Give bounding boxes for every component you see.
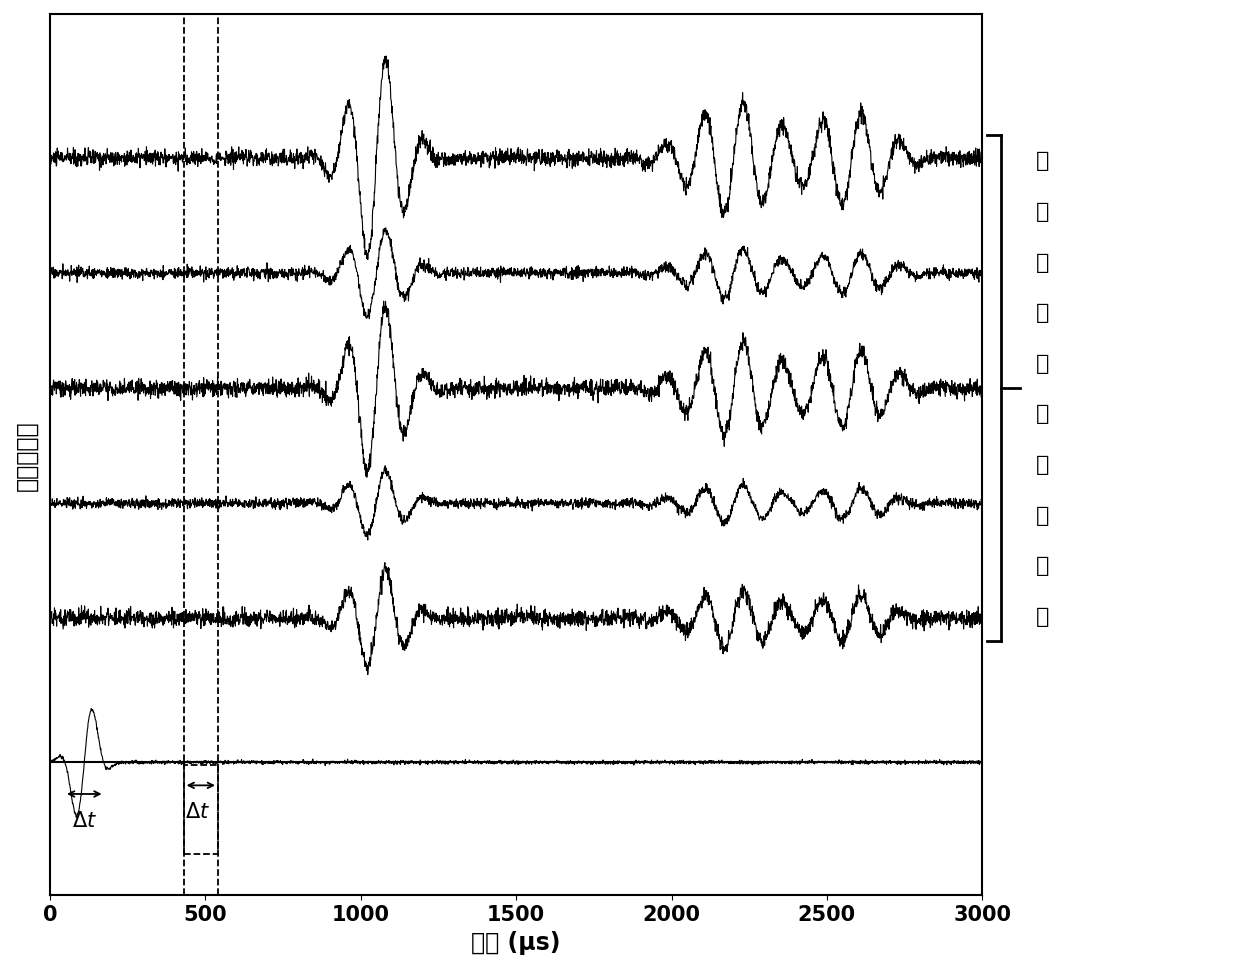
Text: 的: 的 <box>1037 505 1049 525</box>
Text: 收: 收 <box>1037 404 1049 424</box>
Text: 到: 到 <box>1037 454 1049 475</box>
Text: 传: 传 <box>1037 202 1049 222</box>
Text: 感: 感 <box>1037 252 1049 272</box>
Text: $\Delta t$: $\Delta t$ <box>185 801 211 821</box>
Text: 号: 号 <box>1037 607 1049 627</box>
X-axis label: 时间 (μs): 时间 (μs) <box>471 930 560 954</box>
Text: $\Delta t$: $\Delta t$ <box>72 810 97 829</box>
Text: 器: 器 <box>1037 303 1049 323</box>
Y-axis label: 归一化幅値: 归一化幅値 <box>15 420 38 490</box>
Bar <box>184 766 218 855</box>
Text: 信: 信 <box>1037 556 1049 576</box>
Text: 接: 接 <box>1037 354 1049 373</box>
Text: 各: 各 <box>1037 151 1049 172</box>
